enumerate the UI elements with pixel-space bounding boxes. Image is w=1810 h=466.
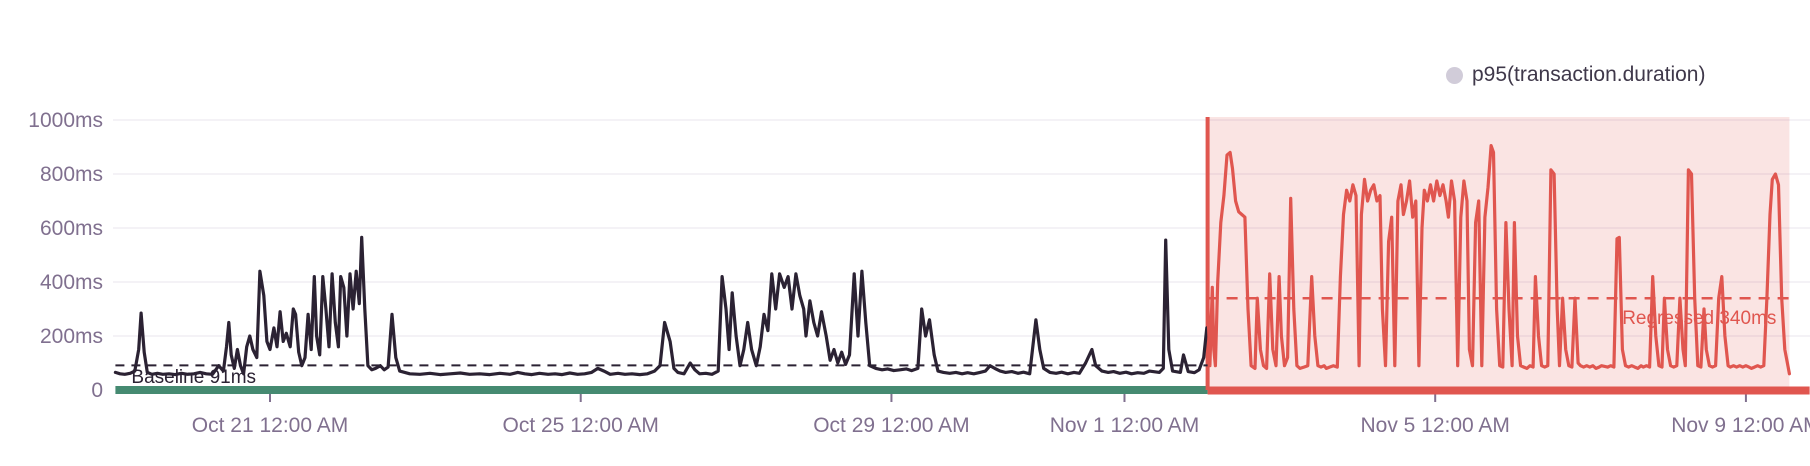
legend-label: p95(transaction.duration) (1472, 63, 1706, 86)
legend-marker-icon (1446, 66, 1463, 84)
legend-item[interactable]: p95(transaction.duration) (1446, 63, 1705, 87)
x-axis-tick-label: Nov 9 12:00 AM (1671, 414, 1810, 437)
y-axis-tick-label: 800ms (40, 163, 103, 186)
series-line-baseline (113, 235, 1209, 377)
x-axis-tick-label: Nov 5 12:00 AM (1360, 414, 1509, 437)
x-axis-tick-label: Nov 1 12:00 AM (1050, 414, 1199, 437)
x-axis-tick-label: Oct 25 12:00 AM (503, 414, 659, 437)
x-axis-tick-label: Oct 29 12:00 AM (813, 414, 969, 437)
y-axis-tick-label: 600ms (40, 217, 103, 240)
x-axis-tick-label: Oct 21 12:00 AM (192, 414, 348, 437)
series-line-regressed (1206, 144, 1791, 376)
y-axis-tick-label: 0 (91, 379, 103, 402)
baseline-threshold-label: Baseline 91ms (131, 367, 256, 388)
baseline-period-bar (115, 386, 1208, 394)
y-axis-tick-label: 1000ms (28, 109, 103, 132)
regression-region-bottom-bar (1207, 386, 1810, 395)
regression-threshold-label: Regressed 340ms (1622, 308, 1776, 329)
y-axis-tick-label: 200ms (40, 325, 103, 348)
y-axis-tick-label: 400ms (40, 271, 103, 294)
